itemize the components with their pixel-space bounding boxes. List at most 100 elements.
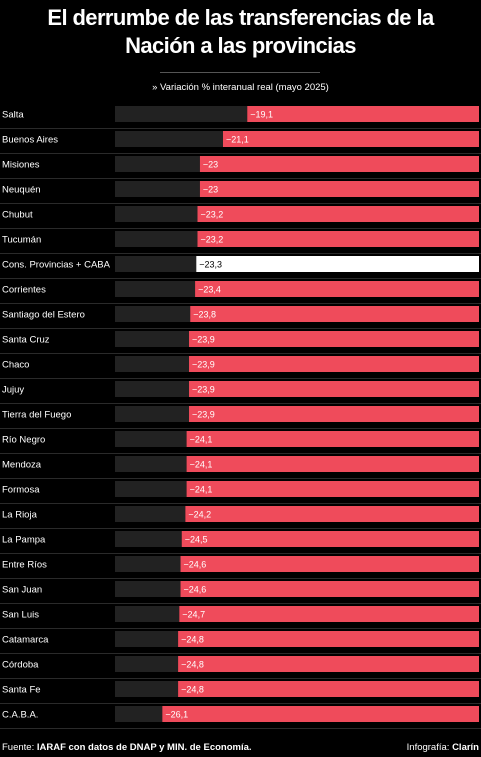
bar bbox=[222, 131, 479, 147]
bar bbox=[197, 206, 480, 222]
category-label: Río Negro bbox=[2, 435, 45, 446]
bar bbox=[186, 481, 479, 497]
bar bbox=[189, 356, 479, 372]
bar-track bbox=[115, 706, 163, 722]
data-label: −24,6 bbox=[184, 560, 207, 570]
bar bbox=[179, 606, 479, 622]
data-label: −23,2 bbox=[201, 235, 224, 245]
bar bbox=[247, 106, 479, 122]
bar bbox=[189, 406, 479, 422]
bar-track bbox=[115, 531, 182, 547]
category-label: Chaco bbox=[2, 360, 29, 371]
bar-track bbox=[115, 431, 187, 447]
chart-title-line-1: El derrumbe de las transferencias de la bbox=[47, 5, 434, 30]
data-label: −24,6 bbox=[184, 585, 207, 595]
data-label: −24,2 bbox=[188, 510, 211, 520]
data-label: −24,8 bbox=[181, 635, 204, 645]
data-label: −23 bbox=[203, 160, 218, 170]
category-label: Santa Fe bbox=[2, 685, 41, 696]
category-label: Jujuy bbox=[2, 385, 24, 396]
data-label: −24,7 bbox=[182, 610, 205, 620]
bar-track bbox=[115, 231, 198, 247]
bar bbox=[185, 506, 479, 522]
bar bbox=[197, 231, 480, 247]
category-label: Mendoza bbox=[2, 460, 42, 471]
bar bbox=[180, 581, 479, 597]
data-label: −23,8 bbox=[193, 310, 216, 320]
bar bbox=[186, 431, 479, 447]
data-label: −23,9 bbox=[192, 385, 215, 395]
source-label: Fuente: bbox=[2, 742, 35, 753]
data-label: −23,9 bbox=[192, 410, 215, 420]
bar bbox=[189, 381, 479, 397]
bar bbox=[189, 331, 479, 347]
data-label: −24,1 bbox=[190, 460, 213, 470]
bar bbox=[178, 631, 480, 647]
bar bbox=[199, 181, 479, 197]
bar-track bbox=[115, 256, 197, 272]
bar bbox=[178, 656, 480, 672]
category-label: San Juan bbox=[2, 585, 42, 596]
category-label: Misiones bbox=[2, 160, 40, 171]
data-label: −26,1 bbox=[165, 710, 188, 720]
bar bbox=[186, 456, 479, 472]
data-label: −24,8 bbox=[181, 685, 204, 695]
bar bbox=[180, 556, 479, 572]
bar bbox=[181, 531, 479, 547]
data-label: −23,4 bbox=[198, 285, 221, 295]
category-label: La Rioja bbox=[2, 510, 38, 521]
bar bbox=[195, 281, 479, 297]
title-divider bbox=[160, 72, 320, 73]
category-label: Santiago del Estero bbox=[2, 310, 85, 321]
category-label: Chubut bbox=[2, 210, 33, 221]
category-label: Salta bbox=[2, 110, 24, 121]
category-label: Buenos Aires bbox=[2, 135, 58, 146]
data-label: −23,3 bbox=[199, 260, 222, 270]
data-label: −23 bbox=[203, 185, 218, 195]
category-label: Neuquén bbox=[2, 185, 41, 196]
category-label: Entre Ríos bbox=[2, 560, 47, 571]
data-label: −19,1 bbox=[250, 110, 273, 120]
category-label: Tucumán bbox=[2, 235, 41, 246]
bar-track bbox=[115, 556, 181, 572]
category-label: Corrientes bbox=[2, 285, 46, 296]
bar-track bbox=[115, 481, 187, 497]
bar bbox=[196, 256, 479, 272]
data-label: −24,1 bbox=[190, 485, 213, 495]
data-label: −24,8 bbox=[181, 660, 204, 670]
category-label: Santa Cruz bbox=[2, 335, 50, 346]
chart-title: El derrumbe de las transferencias de la N… bbox=[0, 4, 481, 60]
chart-subtitle: » Variación % interanual real (mayo 2025… bbox=[152, 82, 329, 93]
category-label: Formosa bbox=[2, 485, 40, 496]
bar-track bbox=[115, 306, 191, 322]
source-text: IARAF con datos de DNAP y MIN. de Econom… bbox=[36, 742, 252, 753]
bar-track bbox=[115, 181, 200, 197]
bar-track bbox=[115, 331, 190, 347]
category-label: San Luis bbox=[2, 610, 39, 621]
bar bbox=[178, 681, 480, 697]
bar-track bbox=[115, 456, 187, 472]
bar-track bbox=[115, 656, 179, 672]
bar-track bbox=[115, 581, 181, 597]
category-label: Tierra del Fuego bbox=[2, 410, 71, 421]
credit-label: Infografía: bbox=[406, 742, 450, 753]
category-label: La Pampa bbox=[2, 535, 46, 546]
source-note: Fuente: IARAF con datos de DNAP y MIN. d… bbox=[2, 742, 252, 753]
data-label: −24,5 bbox=[185, 535, 208, 545]
category-label: C.A.B.A. bbox=[2, 710, 38, 721]
bar-track bbox=[115, 106, 248, 122]
data-label: −24,1 bbox=[190, 435, 213, 445]
bar-track bbox=[115, 681, 179, 697]
bar bbox=[162, 706, 479, 722]
bar bbox=[199, 156, 479, 172]
bar-track bbox=[115, 381, 190, 397]
bar-track bbox=[115, 606, 180, 622]
bar-track bbox=[115, 506, 186, 522]
bar-track bbox=[115, 406, 190, 422]
bar bbox=[190, 306, 479, 322]
data-label: −21,1 bbox=[226, 135, 249, 145]
credit-note: Infografía: Clarín bbox=[407, 742, 479, 753]
bar-track bbox=[115, 631, 179, 647]
chart-title-line-2: Nación a las provincias bbox=[125, 33, 356, 58]
